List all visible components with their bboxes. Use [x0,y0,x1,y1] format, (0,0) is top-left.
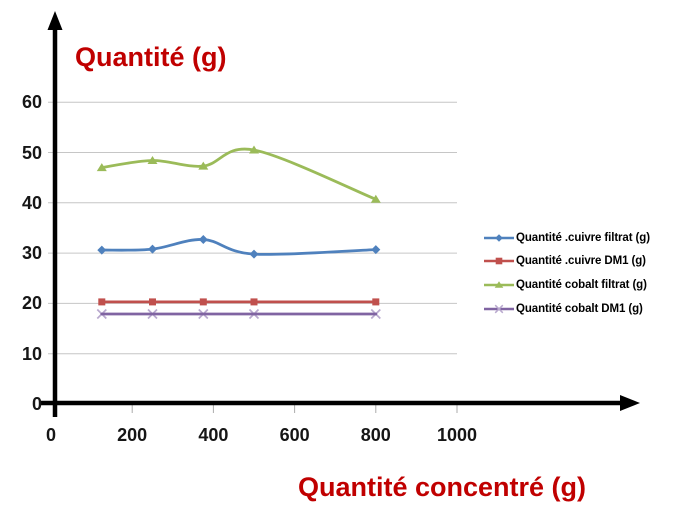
chart-title: Quantité (g) [75,42,227,72]
legend-item: Quantité .cuivre filtrat (g) [484,226,650,250]
x-tick-label: 800 [360,425,391,445]
x-axis-arrow-icon [620,395,640,411]
legend-marker-icon [484,304,514,313]
legend-marker-icon [484,281,514,288]
x-axis-title: Quantité concentré (g) [298,472,587,502]
square-marker-icon [149,298,156,306]
square-marker-icon [250,298,258,306]
series-line-3 [100,147,378,201]
legend-item: Quantité cobalt filtrat (g) [484,273,650,297]
triangle-marker-icon [494,281,504,288]
triangle-marker-icon [198,161,209,170]
x-marker-icon [494,304,504,313]
x-tick-label: 600 [279,425,310,445]
y-tick-label: 40 [21,192,42,213]
legend-item: Quantité cobalt DM1 (g) [484,297,650,321]
y-tick-label: 60 [21,92,42,113]
series-line-1 [100,238,378,256]
triangle-marker-icon [249,145,259,154]
legend-label: Quantité cobalt DM1 (g) [516,302,643,315]
x-tick-label: 400 [198,425,229,445]
legend-marker-icon [484,233,514,242]
legend-label: Quantité cobalt filtrat (g) [516,278,647,291]
legend-label: Quantité .cuivre filtrat (g) [516,231,650,244]
x-tick-label: 1000 [436,425,478,445]
square-marker-icon [98,298,106,306]
legend-label: Quantité .cuivre DM1 (g) [516,255,646,268]
diamond-marker-icon [97,245,107,255]
triangle-marker-icon [370,194,381,203]
square-marker-icon [372,298,380,306]
y-tick-label: 10 [21,343,42,364]
x-tick-label: 0 [45,425,56,445]
diamond-marker-icon [495,233,503,242]
legend: Quantité .cuivre filtrat (g) Quantité .cu… [484,226,650,320]
y-tick-label: 50 [21,142,42,163]
legend-marker-icon [484,258,514,265]
diamond-marker-icon [198,235,208,244]
legend-item: Quantité .cuivre DM1 (g) [484,250,650,274]
x-tick-label: 200 [117,425,148,445]
y-tick-label: 30 [21,243,42,264]
diamond-marker-icon [371,245,381,255]
triangle-marker-icon [96,163,107,172]
y-tick-label: 20 [21,293,42,314]
square-marker-icon [199,298,207,306]
triangle-marker-icon [147,156,158,164]
y-axis-arrow-icon [47,11,63,30]
square-marker-icon [495,258,503,265]
diamond-marker-icon [249,249,259,259]
diamond-marker-icon [148,244,157,254]
y-tick-label: 0 [31,394,42,414]
